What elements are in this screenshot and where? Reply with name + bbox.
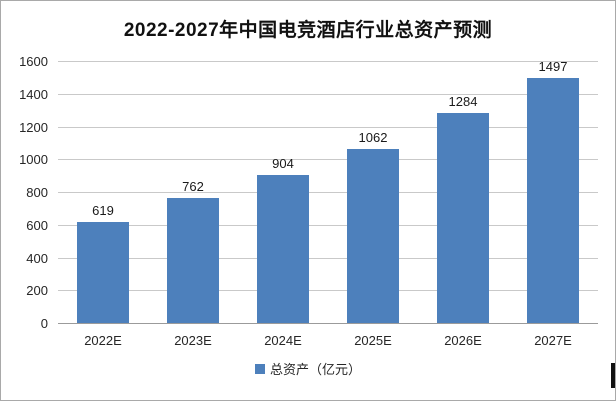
bar-value-label: 904 (272, 155, 294, 171)
x-tick-label: 2023E (174, 333, 212, 348)
x-tick-label: 2027E (534, 333, 572, 348)
y-tick-label: 1400 (19, 86, 48, 102)
x-tick-label: 2024E (264, 333, 302, 348)
bar-2026E (437, 112, 489, 323)
bar-2022E (77, 221, 129, 323)
y-tick-label: 1200 (19, 119, 48, 135)
y-tick-label: 800 (26, 185, 48, 200)
legend-swatch-icon (254, 363, 265, 374)
y-tick-label: 200 (26, 283, 48, 299)
x-tick-label: 2026E (444, 333, 482, 348)
y-tick-label: 400 (26, 250, 48, 266)
y-gridline (58, 159, 598, 161)
y-gridline (58, 257, 598, 259)
y-gridline (58, 126, 598, 128)
y-gridline (58, 192, 598, 193)
x-tick-label: 2025E (354, 333, 392, 348)
y-gridline (58, 93, 598, 95)
y-gridline (58, 224, 598, 226)
bar-2024E (257, 174, 309, 323)
y-gridline (58, 290, 598, 292)
bar-value-label: 1497 (538, 58, 568, 74)
x-tick-label: 2022E (84, 333, 122, 348)
legend-label: 总资产（亿元） (269, 362, 361, 377)
bar-2025E (347, 149, 399, 323)
bar-2023E (167, 198, 219, 323)
y-tick-label: 600 (26, 217, 48, 233)
bar-value-label: 762 (182, 179, 204, 195)
screen-artifact (611, 363, 615, 388)
y-gridline (58, 61, 598, 62)
y-tick-label: 0 (40, 316, 48, 331)
bar-value-label: 1284 (448, 93, 478, 109)
bar-value-label: 619 (92, 202, 114, 218)
bar-2027E (527, 77, 579, 323)
legend: 总资产（亿元） (1, 359, 615, 378)
x-axis-line (58, 323, 598, 324)
bar-value-label: 1062 (358, 130, 388, 146)
plot-area: 619 762 904 1062 1284 1497 (58, 58, 598, 324)
y-tick-label: 1600 (19, 54, 48, 69)
y-tick-label: 1000 (19, 152, 48, 168)
chart-title: 2022-2027年中国电竞酒店行业总资产预测 (123, 20, 493, 41)
